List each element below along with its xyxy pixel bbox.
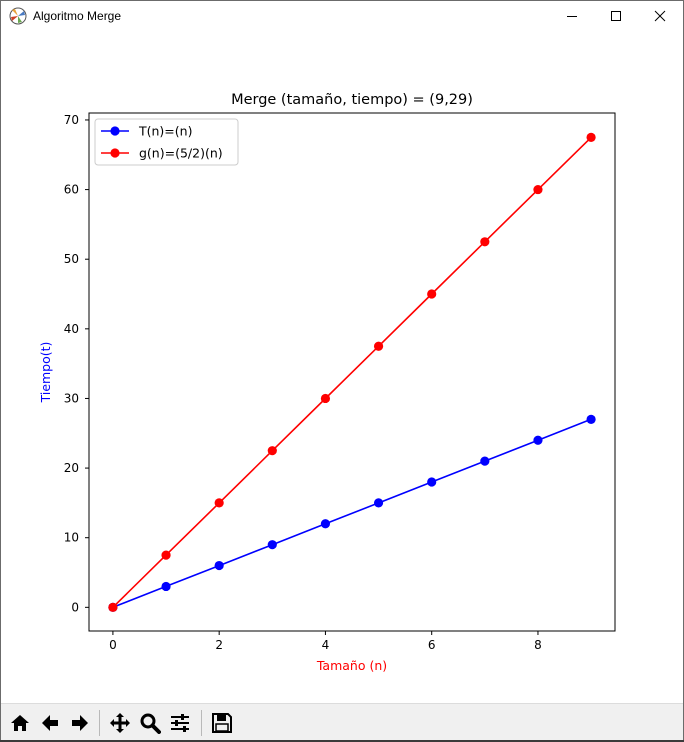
data-point <box>533 435 543 445</box>
home-icon <box>11 715 29 731</box>
legend-box <box>94 118 239 166</box>
y-tick-label: 70 <box>64 113 79 127</box>
x-tick-label: 2 <box>215 638 223 652</box>
data-point <box>586 414 596 424</box>
toolbar-separator <box>201 710 202 736</box>
minimize-button[interactable] <box>549 1 595 31</box>
close-icon <box>654 10 666 22</box>
legend-marker <box>110 148 120 158</box>
axes-frame <box>88 112 616 632</box>
title-bar[interactable]: Algoritmo Merge <box>1 1 683 31</box>
save-button[interactable] <box>209 710 235 736</box>
data-point <box>373 341 384 351</box>
x-tick-label: 0 <box>109 638 117 652</box>
data-point <box>533 184 543 195</box>
data-point <box>373 498 384 508</box>
line-chart: Merge (tamaño, tiempo) = (9,29) 0 2 4 6 8 0 10 2… <box>38 92 616 673</box>
data-point <box>108 602 118 612</box>
forward-arrow-icon <box>72 715 88 731</box>
series-line-2 <box>112 136 592 608</box>
y-tick-label: 10 <box>64 531 79 545</box>
legend-label: T(n)=(n) <box>138 124 192 139</box>
x-axis-label: Tamaño (n) <box>316 658 387 673</box>
legend-label: g(n)=(5/2)(n) <box>139 146 223 161</box>
data-point <box>214 498 224 508</box>
y-axis-label: Tiempo(t) <box>38 342 53 404</box>
x-tick-label: 4 <box>322 638 330 652</box>
configure-subplots-icon <box>171 714 189 732</box>
back-arrow-icon <box>42 715 58 731</box>
y-tick-label: 30 <box>64 391 79 405</box>
y-tick-label: 50 <box>64 252 79 266</box>
figure-canvas[interactable]: Merge (tamaño, tiempo) = (9,29) 0 2 4 6 8 0 10 2… <box>1 31 683 703</box>
window-title: Algoritmo Merge <box>33 9 122 23</box>
data-point <box>161 550 171 560</box>
configure-subplots-button[interactable] <box>167 710 193 736</box>
save-icon <box>212 713 232 733</box>
minimize-icon <box>567 16 577 17</box>
close-button[interactable] <box>637 1 683 31</box>
zoom-button[interactable] <box>137 710 163 736</box>
data-point <box>480 456 490 466</box>
legend-marker <box>110 126 120 136</box>
home-button[interactable] <box>7 710 33 736</box>
pan-icon <box>110 713 130 733</box>
data-point <box>480 237 490 247</box>
y-tick-label: 0 <box>71 600 79 614</box>
back-button[interactable] <box>37 710 63 736</box>
data-point <box>214 560 224 571</box>
taskbar-edge <box>0 740 684 742</box>
toolbar-separator <box>99 710 100 736</box>
data-point <box>161 581 171 592</box>
navigation-toolbar <box>1 703 683 741</box>
pan-button[interactable] <box>107 710 133 736</box>
maximize-button[interactable] <box>593 1 639 31</box>
chart-title: Merge (tamaño, tiempo) = (9,29) <box>231 92 473 108</box>
series-line-1 <box>112 418 592 609</box>
x-tick-label: 8 <box>534 638 542 652</box>
data-point <box>427 289 437 299</box>
data-point <box>320 393 331 404</box>
data-point <box>427 477 437 487</box>
data-point <box>267 446 277 456</box>
y-tick-label: 20 <box>64 461 79 475</box>
data-point <box>320 519 331 529</box>
x-tick-label: 6 <box>428 638 436 652</box>
zoom-icon <box>140 713 161 734</box>
forward-button[interactable] <box>67 710 93 736</box>
matplotlib-app-icon <box>9 7 27 25</box>
y-tick-label: 60 <box>64 183 79 197</box>
data-point <box>267 540 277 550</box>
y-tick-label: 40 <box>64 322 79 336</box>
maximize-icon <box>611 11 621 21</box>
data-point <box>586 132 596 142</box>
